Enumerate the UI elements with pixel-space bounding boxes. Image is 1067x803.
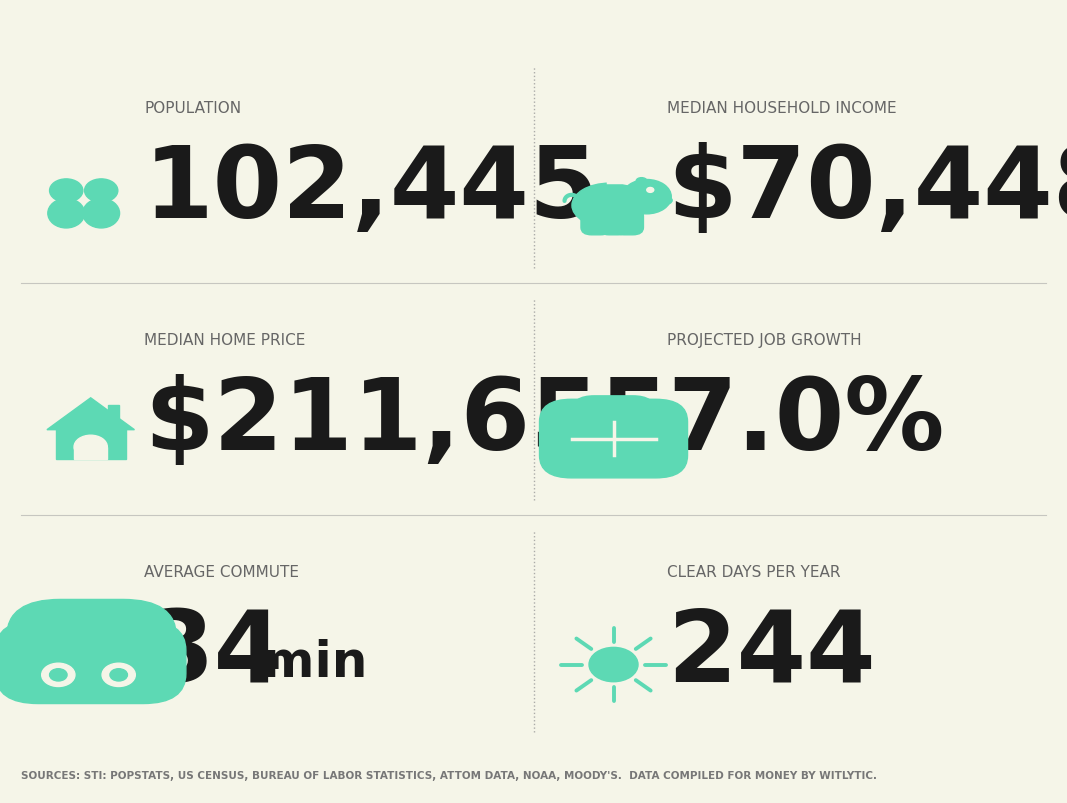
Circle shape [110, 669, 127, 681]
Text: 102,445: 102,445 [144, 142, 600, 238]
Circle shape [42, 663, 75, 687]
FancyBboxPatch shape [0, 621, 186, 703]
Circle shape [84, 180, 117, 203]
FancyBboxPatch shape [580, 210, 611, 235]
Circle shape [622, 181, 671, 214]
Text: SOURCES: STI: POPSTATS, US CENSUS, BUREAU OF LABOR STATISTICS, ATTOM DATA, NOAA,: SOURCES: STI: POPSTATS, US CENSUS, BUREA… [21, 770, 877, 780]
Circle shape [647, 188, 654, 194]
Polygon shape [47, 398, 134, 430]
Ellipse shape [83, 199, 120, 229]
FancyBboxPatch shape [599, 210, 628, 235]
FancyBboxPatch shape [6, 600, 176, 691]
Text: 7.0%: 7.0% [667, 373, 944, 471]
Ellipse shape [48, 199, 84, 229]
Text: $70,448: $70,448 [667, 142, 1067, 238]
Text: 244: 244 [667, 605, 876, 702]
Circle shape [49, 669, 67, 681]
FancyBboxPatch shape [614, 210, 643, 235]
Circle shape [74, 436, 108, 459]
Text: MEDIAN HOUSEHOLD INCOME: MEDIAN HOUSEHOLD INCOME [667, 101, 896, 116]
Text: CLEAR DAYS PER YEAR: CLEAR DAYS PER YEAR [667, 564, 841, 579]
Text: PROJECTED JOB GROWTH: PROJECTED JOB GROWTH [667, 332, 861, 347]
Circle shape [49, 180, 83, 203]
Text: AVERAGE COMMUTE: AVERAGE COMMUTE [144, 564, 299, 579]
Ellipse shape [572, 184, 647, 228]
Ellipse shape [636, 178, 647, 185]
Text: min: min [245, 638, 368, 687]
Text: $211,655: $211,655 [144, 373, 669, 471]
Text: 34: 34 [144, 605, 283, 702]
FancyBboxPatch shape [540, 400, 687, 479]
Ellipse shape [656, 197, 672, 206]
Text: MEDIAN HOME PRICE: MEDIAN HOME PRICE [144, 332, 305, 347]
Circle shape [102, 663, 136, 687]
Text: POPULATION: POPULATION [144, 101, 241, 116]
Circle shape [589, 647, 638, 682]
FancyBboxPatch shape [74, 447, 108, 459]
FancyBboxPatch shape [55, 428, 126, 459]
FancyBboxPatch shape [108, 406, 118, 419]
